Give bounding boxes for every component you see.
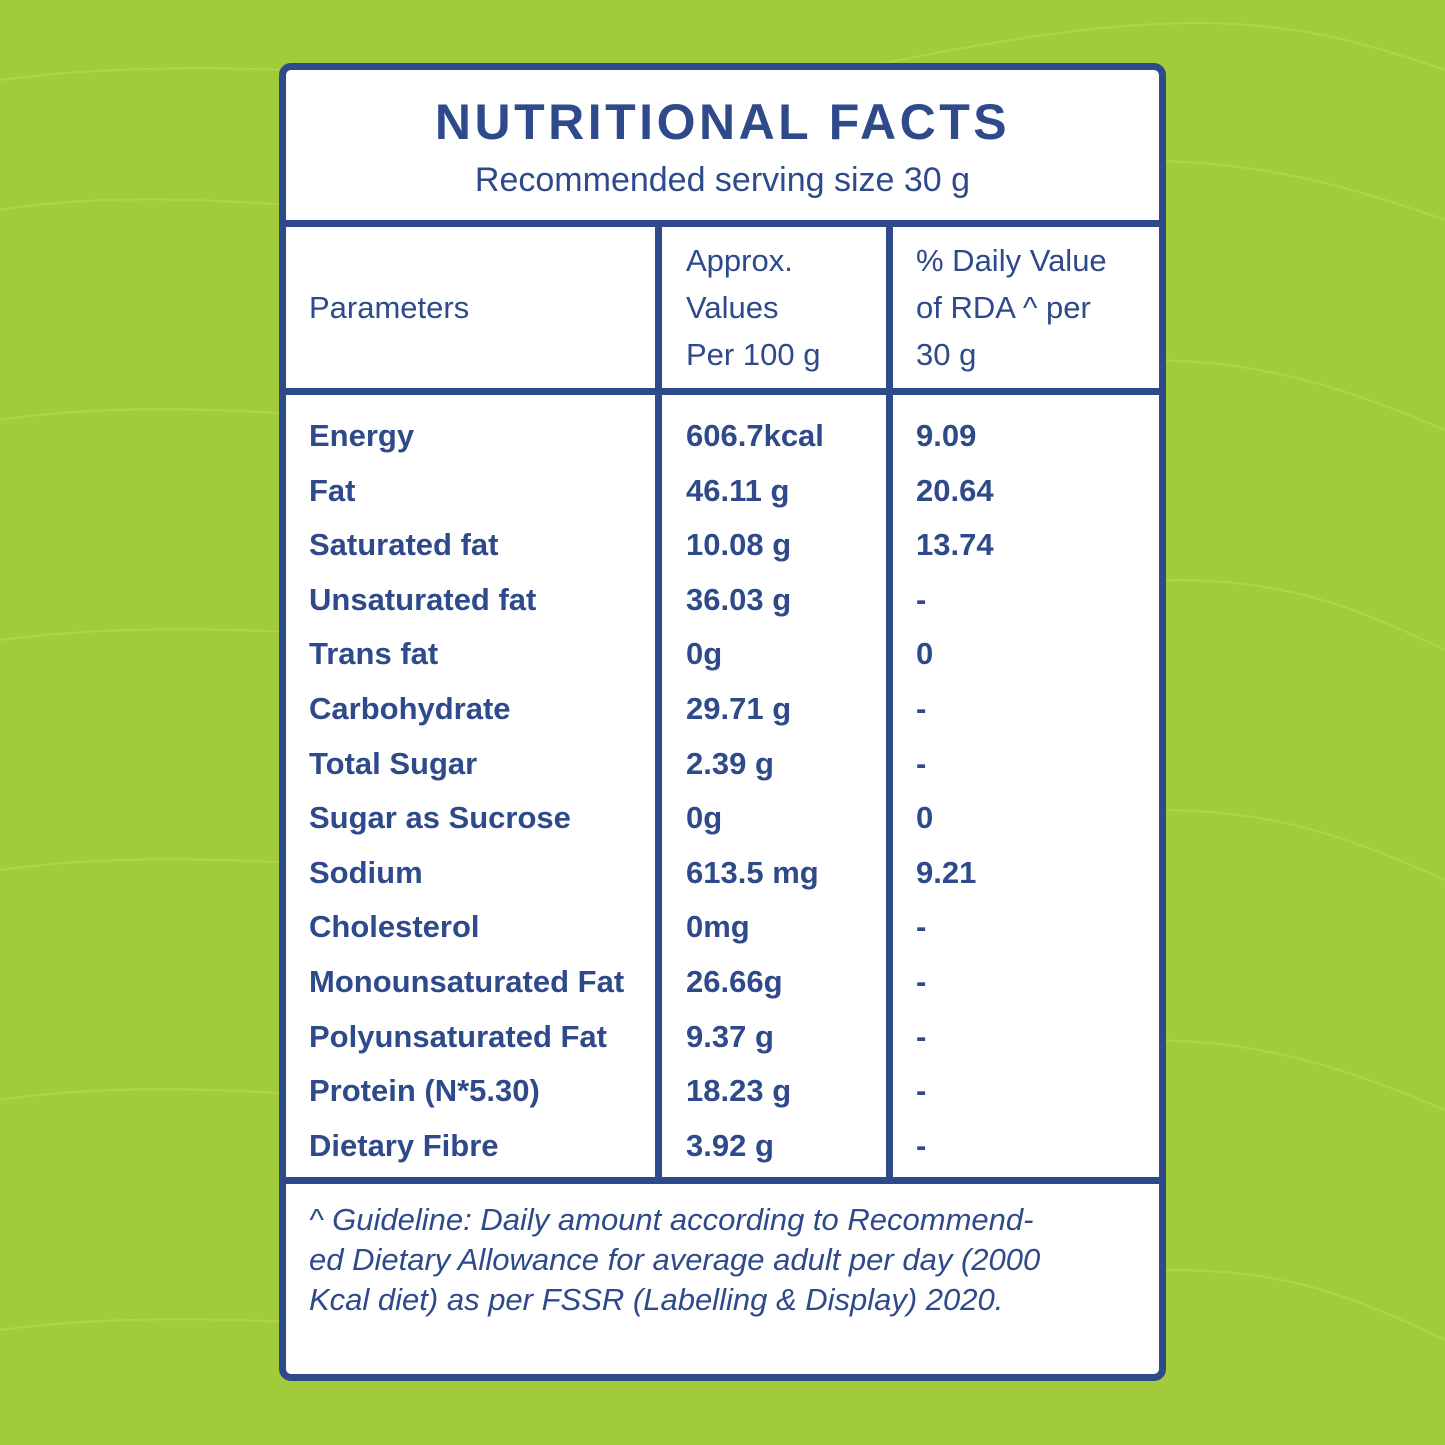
nutrient-name: Trans fat [309, 636, 439, 671]
column-header-parameters: Parameters [309, 290, 470, 325]
nutrient-daily-value: 9.21 [916, 855, 977, 890]
table-row: Trans fat 0g 0 [286, 630, 1159, 685]
table-row: Monounsaturated Fat 26.66g - [286, 958, 1159, 1013]
nutrient-name: Sugar as Sucrose [309, 800, 571, 835]
table-row: Unsaturated fat 36.03 g - [286, 576, 1159, 631]
nutrient-value-per-100g: 0g [686, 636, 723, 671]
nutrient-daily-value: 13.74 [916, 527, 994, 562]
nutrient-name: Monounsaturated Fat [309, 964, 625, 999]
nutrient-value-per-100g: 613.5 mg [686, 855, 819, 890]
nutrient-daily-value: - [916, 582, 927, 617]
column-divider-1 [655, 227, 662, 1183]
nutrient-value-per-100g: 18.23 g [686, 1073, 792, 1108]
column-header-dv-line-3: 30 g [916, 337, 977, 372]
nutrient-value-per-100g: 36.03 g [686, 582, 792, 617]
nutrition-facts-panel: NUTRITIONAL FACTS Recommended serving si… [279, 63, 1166, 1381]
nutrient-value-per-100g: 0g [686, 800, 723, 835]
column-divider-2 [886, 227, 893, 1183]
footnote-line-1: ^ Guideline: Daily amount according to R… [309, 1202, 1034, 1237]
table-row: Polyunsaturated Fat 9.37 g - [286, 1013, 1159, 1068]
table-row: Saturated fat 10.08 g 13.74 [286, 521, 1159, 576]
nutrient-daily-value: - [916, 746, 927, 781]
table-row: Cholesterol 0mg - [286, 903, 1159, 958]
nutrient-daily-value: - [916, 1128, 927, 1163]
panel-header: NUTRITIONAL FACTS Recommended serving si… [286, 70, 1159, 220]
column-header-approx-line-1: Approx. [686, 243, 793, 278]
nutrient-name: Saturated fat [309, 527, 499, 562]
serving-size-subtitle: Recommended serving size 30 g [474, 161, 971, 199]
table-row: Carbohydrate 29.71 g - [286, 685, 1159, 740]
table-row: Sugar as Sucrose 0g 0 [286, 794, 1159, 849]
nutrient-daily-value: 20.64 [916, 473, 994, 508]
table-row: Total Sugar 2.39 g - [286, 740, 1159, 795]
nutrient-value-per-100g: 26.66g [686, 964, 783, 999]
divider-column-header [286, 388, 1159, 395]
nutrient-daily-value: - [916, 1019, 927, 1054]
nutrient-daily-value: - [916, 691, 927, 726]
nutrient-name: Cholesterol [309, 909, 480, 944]
footnote-line-2: ed Dietary Allowance for average adult p… [309, 1242, 1041, 1277]
nutrient-value-per-100g: 0mg [686, 909, 750, 944]
table-row: Energy 606.7kcal 9.09 [286, 412, 1159, 467]
column-header-approx-line-3: Per 100 g [686, 337, 821, 372]
table-row: Sodium 613.5 mg 9.21 [286, 849, 1159, 904]
nutrient-daily-value: - [916, 964, 927, 999]
nutrient-value-per-100g: 3.92 g [686, 1128, 774, 1163]
nutrient-name: Unsaturated fat [309, 582, 537, 617]
nutrient-name: Carbohydrate [309, 691, 511, 726]
nutrient-value-per-100g: 2.39 g [686, 746, 774, 781]
nutrient-value-per-100g: 9.37 g [686, 1019, 774, 1054]
nutrient-daily-value: 9.09 [916, 418, 977, 453]
nutrient-name: Polyunsaturated Fat [309, 1019, 607, 1054]
nutrient-name: Fat [309, 473, 356, 508]
nutrient-daily-value: - [916, 1073, 927, 1108]
nutrient-daily-value: 0 [916, 636, 934, 671]
divider-footnote [286, 1177, 1159, 1184]
nutrient-value-per-100g: 10.08 g [686, 527, 792, 562]
column-header-approx-values: Approx. Values Per 100 g [686, 237, 820, 378]
nutrient-daily-value: 0 [916, 800, 934, 835]
page-title: NUTRITIONAL FACTS [434, 94, 1011, 150]
table-row: Fat 46.11 g 20.64 [286, 467, 1159, 522]
rda-footnote: ^ Guideline: Daily amount according to R… [309, 1200, 1144, 1320]
divider-header [286, 220, 1159, 227]
column-header-approx-line-2: Values [686, 290, 779, 325]
nutrient-value-per-100g: 606.7kcal [686, 418, 824, 453]
nutrient-value-per-100g: 46.11 g [686, 473, 790, 508]
nutrient-value-per-100g: 29.71 g [686, 691, 792, 726]
footnote-line-3: Kcal diet) as per FSSR (Labelling & Disp… [309, 1282, 1004, 1317]
nutrient-daily-value: - [916, 909, 927, 944]
nutrient-name: Total Sugar [309, 746, 478, 781]
nutrient-name: Dietary Fibre [309, 1128, 499, 1163]
nutrient-name: Protein (N*5.30) [309, 1073, 540, 1108]
column-header-dv-line-2: of RDA ^ per [916, 290, 1091, 325]
table-row: Protein (N*5.30) 18.23 g - [286, 1067, 1159, 1122]
column-header-dv-line-1: % Daily Value [916, 243, 1107, 278]
column-header-daily-value: % Daily Value of RDA ^ per 30 g [916, 237, 1107, 378]
table-row: Dietary Fibre 3.92 g - [286, 1122, 1159, 1177]
nutrient-name: Sodium [309, 855, 423, 890]
nutrient-name: Energy [309, 418, 415, 453]
